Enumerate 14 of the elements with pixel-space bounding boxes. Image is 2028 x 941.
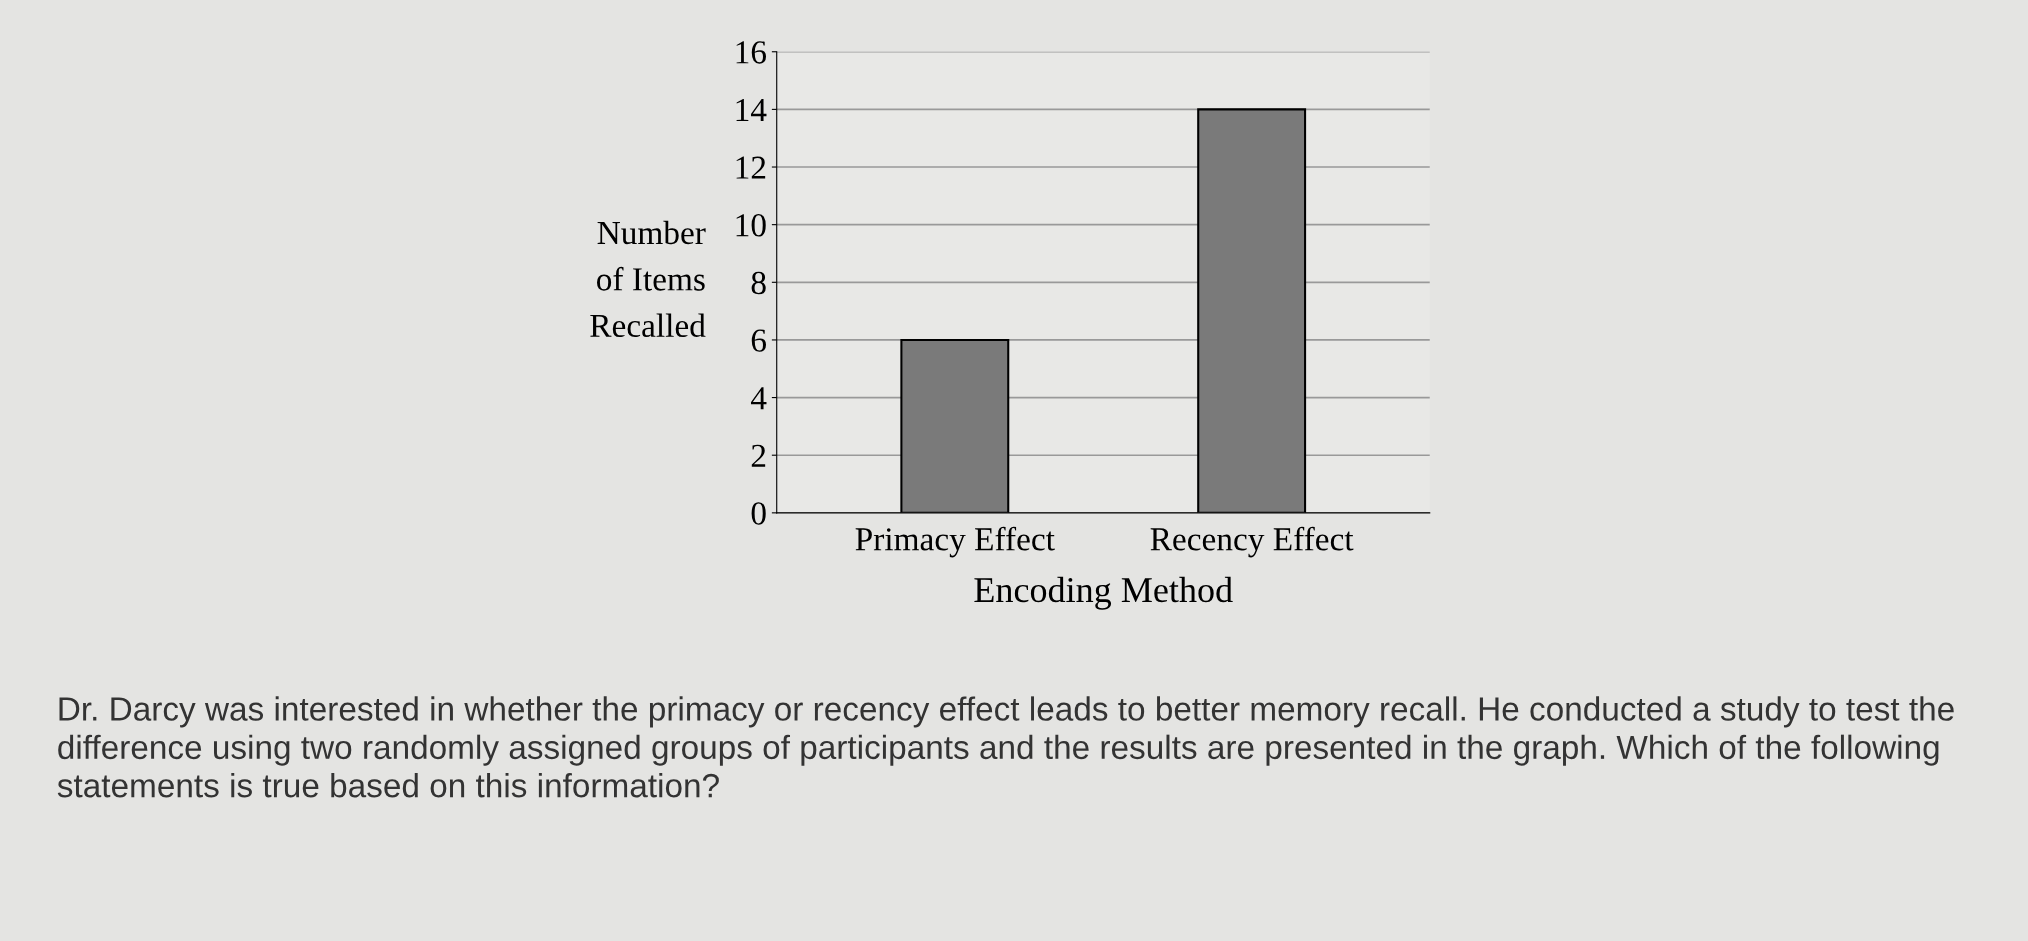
y-tick-label: 10 xyxy=(736,214,766,237)
y-tick-label: 4 xyxy=(750,387,767,410)
y-tick-label: 16 xyxy=(736,41,767,64)
y-tick-label: 12 xyxy=(736,156,766,179)
x-tick-label: Primacy Effect xyxy=(855,526,1055,558)
text: Dr. Darcy was interested in whether the primacy or recency effect leads to better memory recall. He conducted a study to test the difference using two randomly assigned groups of participants and the results are presented in the graph. Which of the following statements is true based on this information? xyxy=(57,696,1954,798)
y-tick-label: 8 xyxy=(751,271,766,295)
y-tick-label: 14 xyxy=(736,98,767,121)
x-axis-title: Encoding Method xyxy=(974,576,1233,610)
y-tick-label: 2 xyxy=(751,444,766,467)
y-tick-label: 6 xyxy=(751,329,767,352)
x-tick-label: Recency Effect xyxy=(1150,526,1354,558)
y-tick-label: 0 xyxy=(751,502,766,525)
y-axis-title: Number of Items Recalled xyxy=(590,220,706,338)
